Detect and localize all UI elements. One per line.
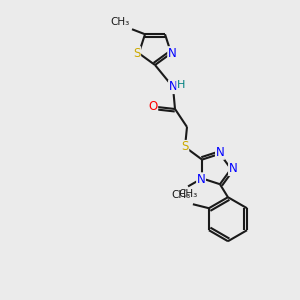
Text: O: O bbox=[148, 100, 158, 113]
Text: N: N bbox=[168, 47, 176, 60]
Text: N: N bbox=[216, 146, 224, 159]
Text: N: N bbox=[169, 80, 177, 94]
Text: CH₃: CH₃ bbox=[111, 17, 130, 27]
Text: N: N bbox=[197, 173, 206, 186]
Text: S: S bbox=[181, 140, 189, 154]
Text: CH₃: CH₃ bbox=[172, 190, 191, 200]
Text: CH₃: CH₃ bbox=[178, 189, 198, 200]
Text: H: H bbox=[177, 80, 185, 90]
Text: S: S bbox=[133, 47, 140, 60]
Text: N: N bbox=[229, 163, 237, 176]
